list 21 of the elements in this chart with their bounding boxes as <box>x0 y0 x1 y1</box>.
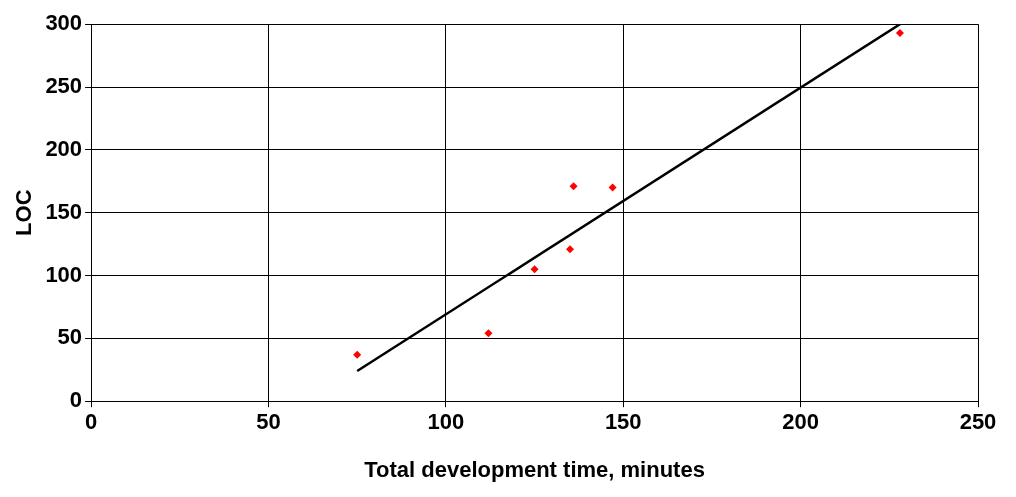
point <box>484 329 493 338</box>
point <box>895 29 904 37</box>
point <box>530 265 539 274</box>
y-tick-label: 100 <box>45 261 83 287</box>
point <box>608 183 617 192</box>
point <box>566 245 575 254</box>
x-tick-label: 150 <box>604 409 642 435</box>
y-tick-label: 0 <box>69 387 83 413</box>
y-tick-label: 250 <box>45 73 83 99</box>
x-tick-label: 50 <box>256 409 281 435</box>
y-axis-title: LOC <box>11 189 37 236</box>
y-tick-label: 200 <box>45 135 83 161</box>
x-tick-label: 200 <box>782 409 819 435</box>
y-tick-label: 50 <box>57 324 83 350</box>
point <box>569 182 578 191</box>
x-tick-label: 250 <box>959 409 997 435</box>
y-tick-label: 300 <box>45 10 83 36</box>
point <box>353 350 362 359</box>
y-tick-label: 150 <box>45 198 83 224</box>
x-tick-label: 100 <box>427 409 465 435</box>
x-axis-title: Total development time, minutes <box>364 456 705 482</box>
